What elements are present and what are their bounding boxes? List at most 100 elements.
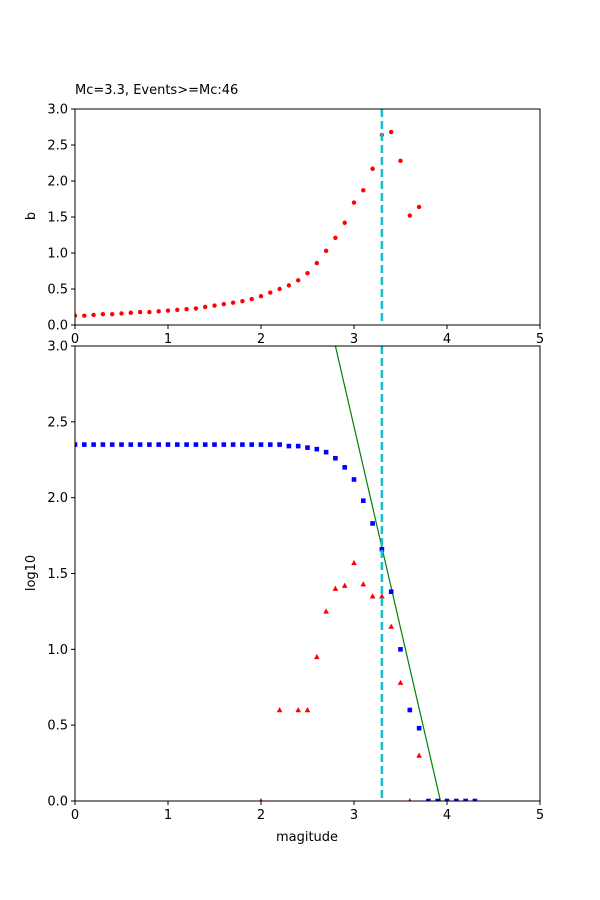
x-tick-label: 0 [71,808,79,823]
y-axis-label: log10 [24,555,39,591]
data-point-square [128,442,134,447]
data-point-triangle [304,707,311,713]
data-point-square [351,477,357,482]
x-tick-label: 5 [536,332,544,347]
x-tick-label: 4 [443,332,451,347]
data-point-triangle [351,559,357,566]
x-tick-label: 1 [164,332,172,347]
data-point-square [91,442,96,447]
data-point-circle [147,309,152,315]
data-point-circle [333,235,338,241]
data-point-square [184,442,189,447]
data-point-square [258,442,264,447]
data-point-circle [230,300,236,305]
data-point-circle [75,313,78,318]
b-value-plot: Mc=3.3, Events>=Mc:46 b 0 1 2 3 4 5 0.0 0.5 1.0 1… [24,83,544,347]
fit-line [334,346,442,801]
data-point-square [286,443,292,449]
data-point-square [75,442,78,447]
data-point-circle [416,204,422,210]
data-point-square [388,589,394,594]
data-point-triangle [397,679,404,685]
data-point-square [398,647,403,652]
data-point-square [165,442,171,447]
data-point-circle [184,306,189,312]
data-point-square [193,442,199,447]
data-point-triangle [314,653,320,660]
data-point-square [333,455,338,461]
data-point-circle [342,220,347,225]
data-point-square [314,446,320,452]
data-point-circle [100,312,106,317]
data-point-circle [277,286,282,292]
data-point-triangle [323,608,329,614]
data-point-circle [258,294,264,299]
data-point-circle [165,308,171,313]
data-point-circle [286,283,292,288]
x-tick-label: 3 [350,332,358,347]
log10-plot: log10 magitude 0 1 2 3 4 5 0.0 0.5 1.0 1.5 2.0 2.5 3… [24,340,544,846]
data-point-square [109,442,115,447]
data-point-circle [175,307,180,313]
y-tick-label: 2.5 [47,139,68,154]
data-point-triangle [379,593,385,599]
data-point-circle [193,306,199,311]
data-point-triangle [276,707,283,713]
data-point-triangle [408,798,412,801]
frequency-series [75,346,478,801]
data-point-circle [110,312,115,317]
b-value-series [75,109,422,325]
y-tick-label: 3.0 [47,340,68,355]
data-point-circle [91,312,96,318]
data-point-square [361,498,366,503]
data-point-square [416,725,422,731]
data-point-circle [221,301,226,307]
chart-title: Mc=3.3, Events>=Mc:46 [75,83,238,98]
data-point-square [463,798,468,801]
data-point-square [175,442,180,447]
y-tick-label: 0.0 [47,319,68,334]
data-point-square [444,798,450,801]
data-point-triangle [259,798,263,801]
data-point-square [305,445,310,450]
x-tick-label: 1 [164,808,172,823]
bottom-axes: 0 1 2 3 4 5 0.0 0.5 1.0 1.5 2.0 2.5 3.0 [47,340,544,824]
data-point-circle [370,166,375,171]
data-point-square [249,442,254,447]
data-point-circle [296,278,301,283]
data-point-square [426,798,431,801]
y-tick-label: 2.0 [47,175,68,190]
data-point-square [323,449,329,455]
y-tick-label: 1.0 [47,643,68,658]
data-point-square [221,442,227,447]
data-point-square [268,442,273,447]
data-point-triangle [295,707,301,713]
data-point-triangle [341,582,348,588]
x-tick-label: 2 [257,332,265,347]
data-point-triangle [388,623,394,629]
data-point-circle [407,213,412,218]
data-point-square [212,442,217,447]
data-point-triangle [332,585,339,591]
data-point-circle [82,313,87,318]
data-point-circle [119,311,124,316]
data-point-circle [240,299,245,304]
data-point-square [454,798,459,801]
data-point-circle [156,309,161,314]
data-point-circle [212,303,217,308]
data-point-circle [137,309,143,315]
x-axis-label: magitude [276,830,338,845]
data-point-square [295,443,301,449]
y-tick-label: 1.5 [47,211,68,226]
data-point-triangle [369,593,376,599]
y-tick-label: 2.5 [47,415,68,430]
x-tick-label: 5 [536,808,544,823]
data-point-circle [351,200,357,205]
y-tick-label: 1.0 [47,247,68,262]
data-point-circle [305,270,310,276]
data-point-circle [249,296,254,302]
data-point-square [230,442,236,447]
data-point-square [202,442,208,447]
plot-frame [74,345,541,802]
